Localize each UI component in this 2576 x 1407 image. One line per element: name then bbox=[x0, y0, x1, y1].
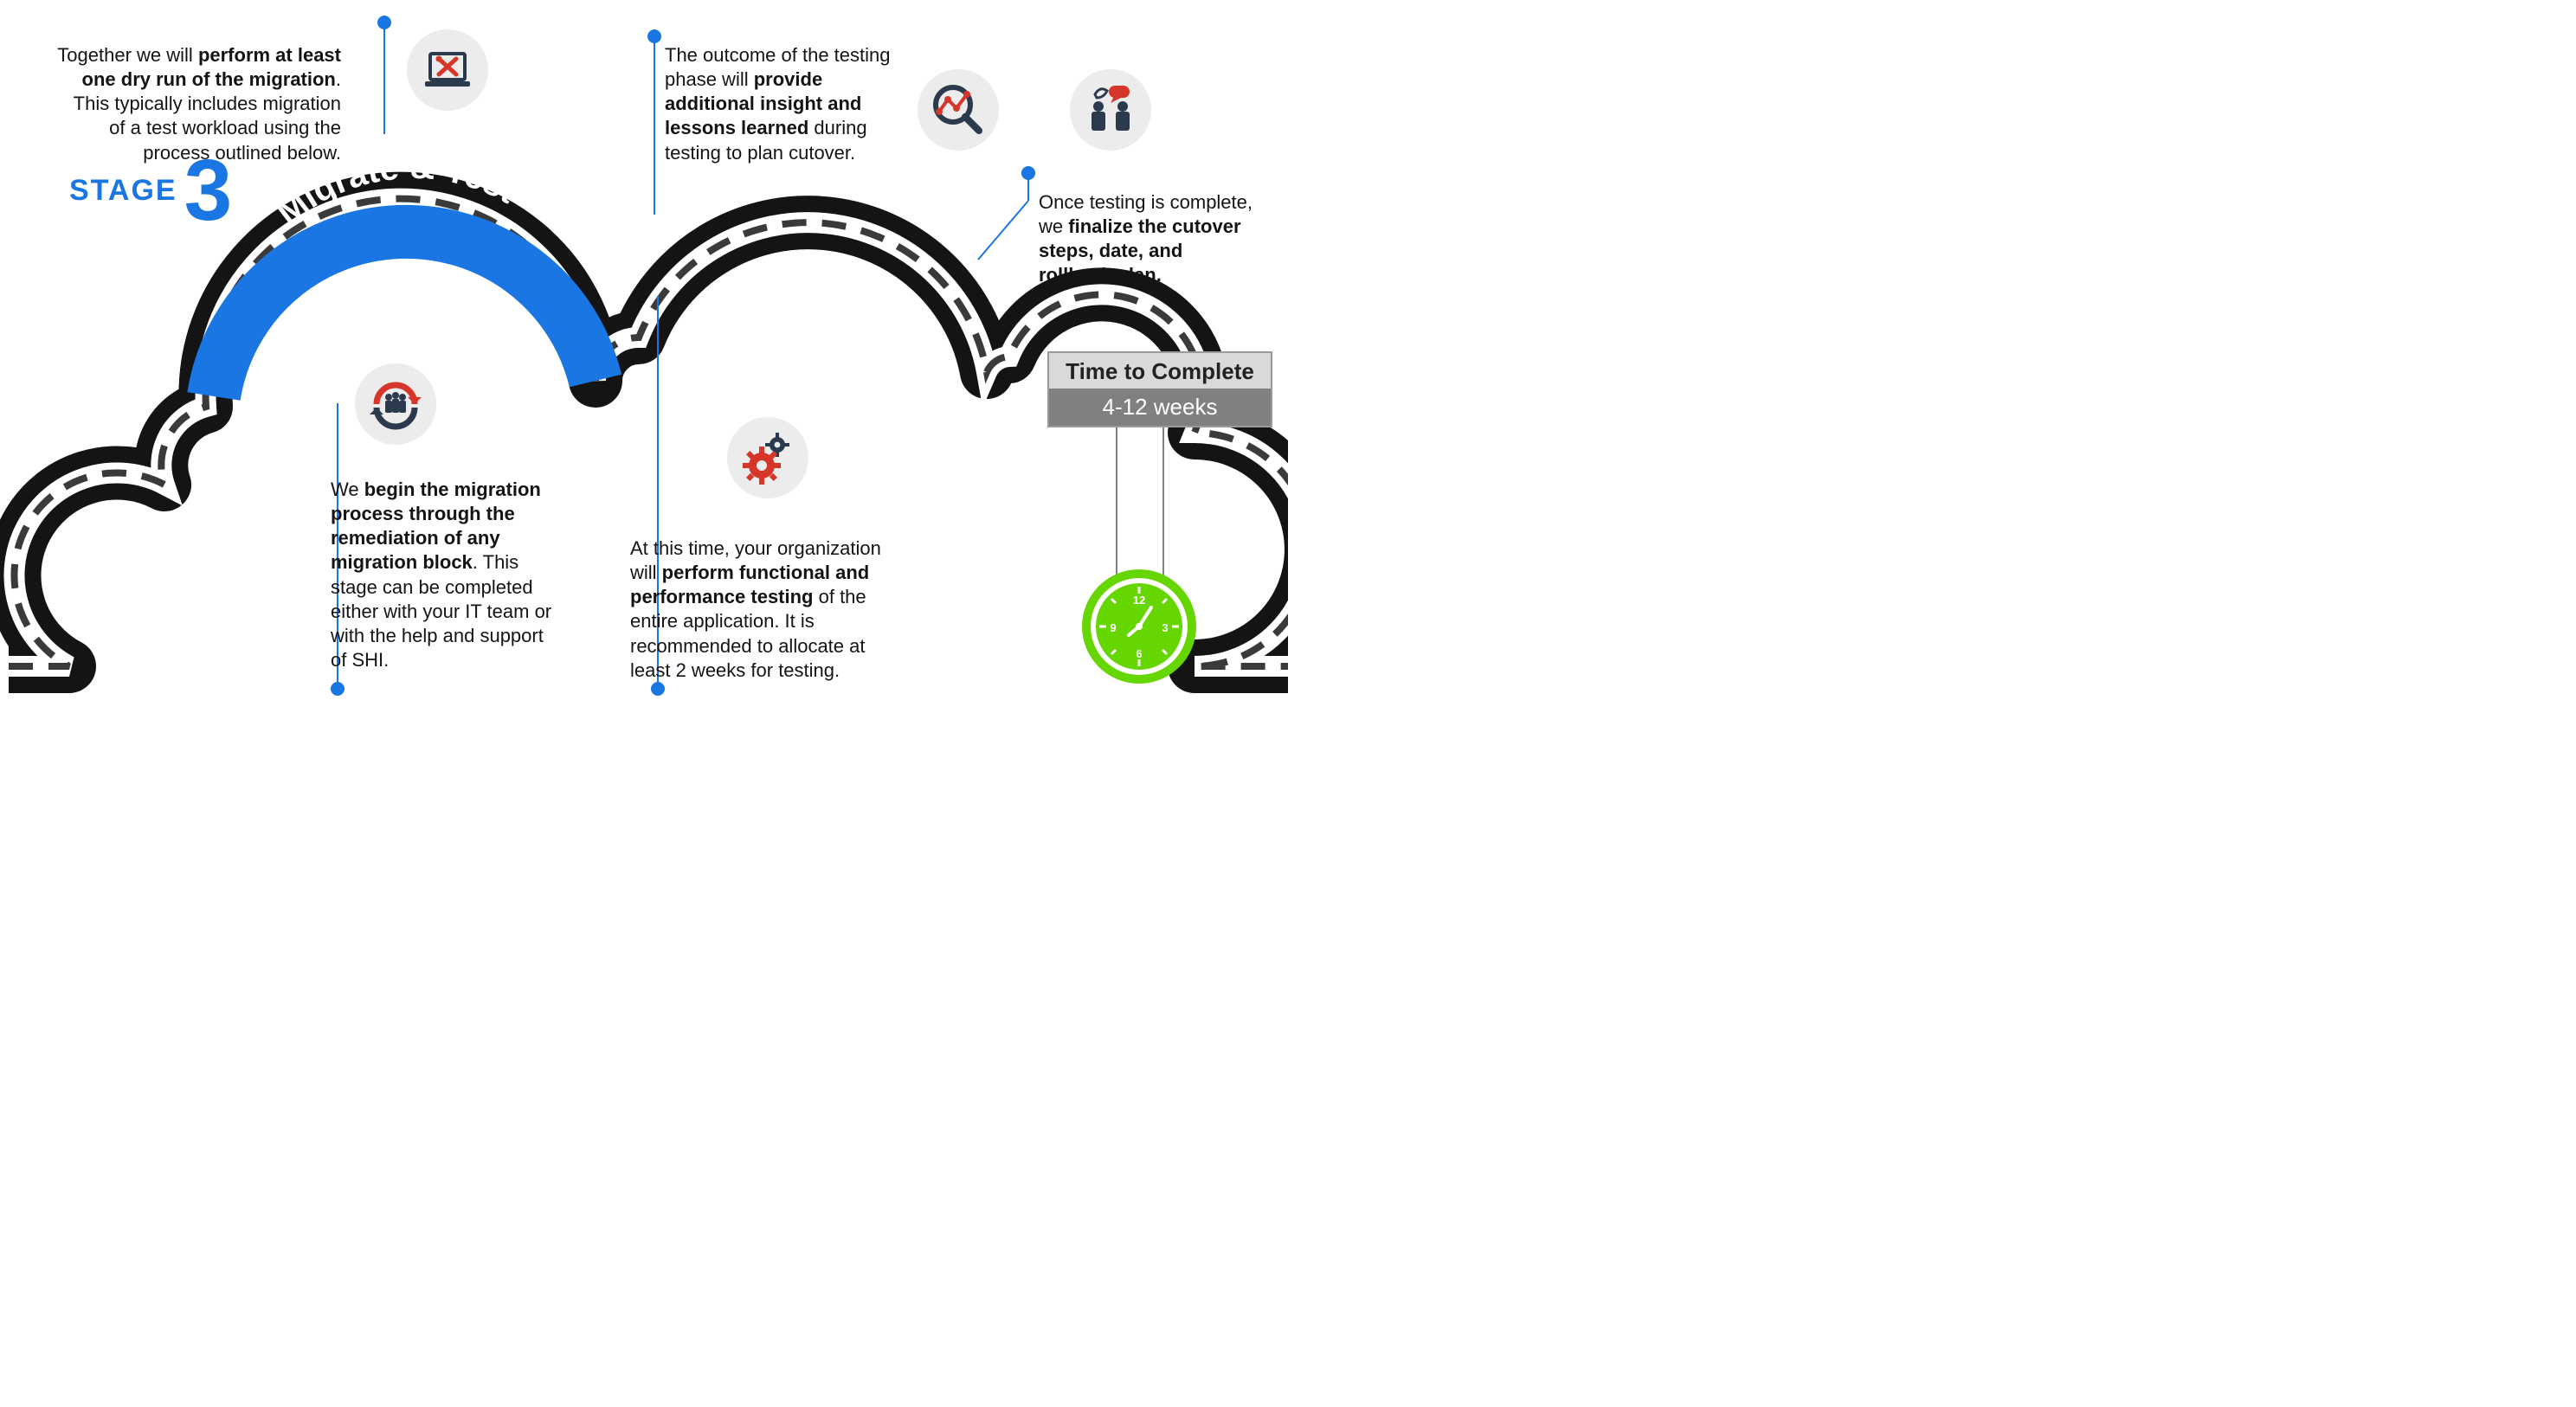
ttc-value: 4-12 weeks bbox=[1049, 389, 1271, 426]
callout-finalize-cutover: Once testing is complete, we finalize th… bbox=[1039, 190, 1255, 288]
callout-begin-migration: We begin the migration process through t… bbox=[331, 478, 556, 672]
svg-text:3: 3 bbox=[1162, 621, 1168, 634]
people-talking-icon bbox=[1070, 69, 1151, 151]
svg-text:6: 6 bbox=[1136, 647, 1142, 660]
stage-word: STAGE bbox=[69, 174, 177, 208]
time-to-complete-box: Time to Complete 4-12 weeks bbox=[1047, 351, 1272, 427]
callout-functional-testing: At this time, your organization will per… bbox=[630, 536, 881, 683]
team-cycle-icon bbox=[355, 363, 436, 445]
stage-label: STAGE 3 bbox=[69, 156, 234, 225]
stage-number: 3 bbox=[184, 156, 235, 225]
gears-icon bbox=[727, 417, 808, 498]
ttc-heading: Time to Complete bbox=[1049, 353, 1271, 389]
analytics-magnify-icon bbox=[918, 69, 999, 151]
callout-insight-lessons: The outcome of the testing phase will pr… bbox=[665, 43, 898, 165]
svg-text:12: 12 bbox=[1133, 594, 1145, 607]
svg-text:9: 9 bbox=[1110, 621, 1116, 634]
clock-icon: 12 3 6 9 bbox=[1082, 569, 1196, 684]
laptop-tools-icon bbox=[407, 29, 488, 111]
callout-dry-run: Together we will perform at least one dr… bbox=[55, 43, 341, 165]
